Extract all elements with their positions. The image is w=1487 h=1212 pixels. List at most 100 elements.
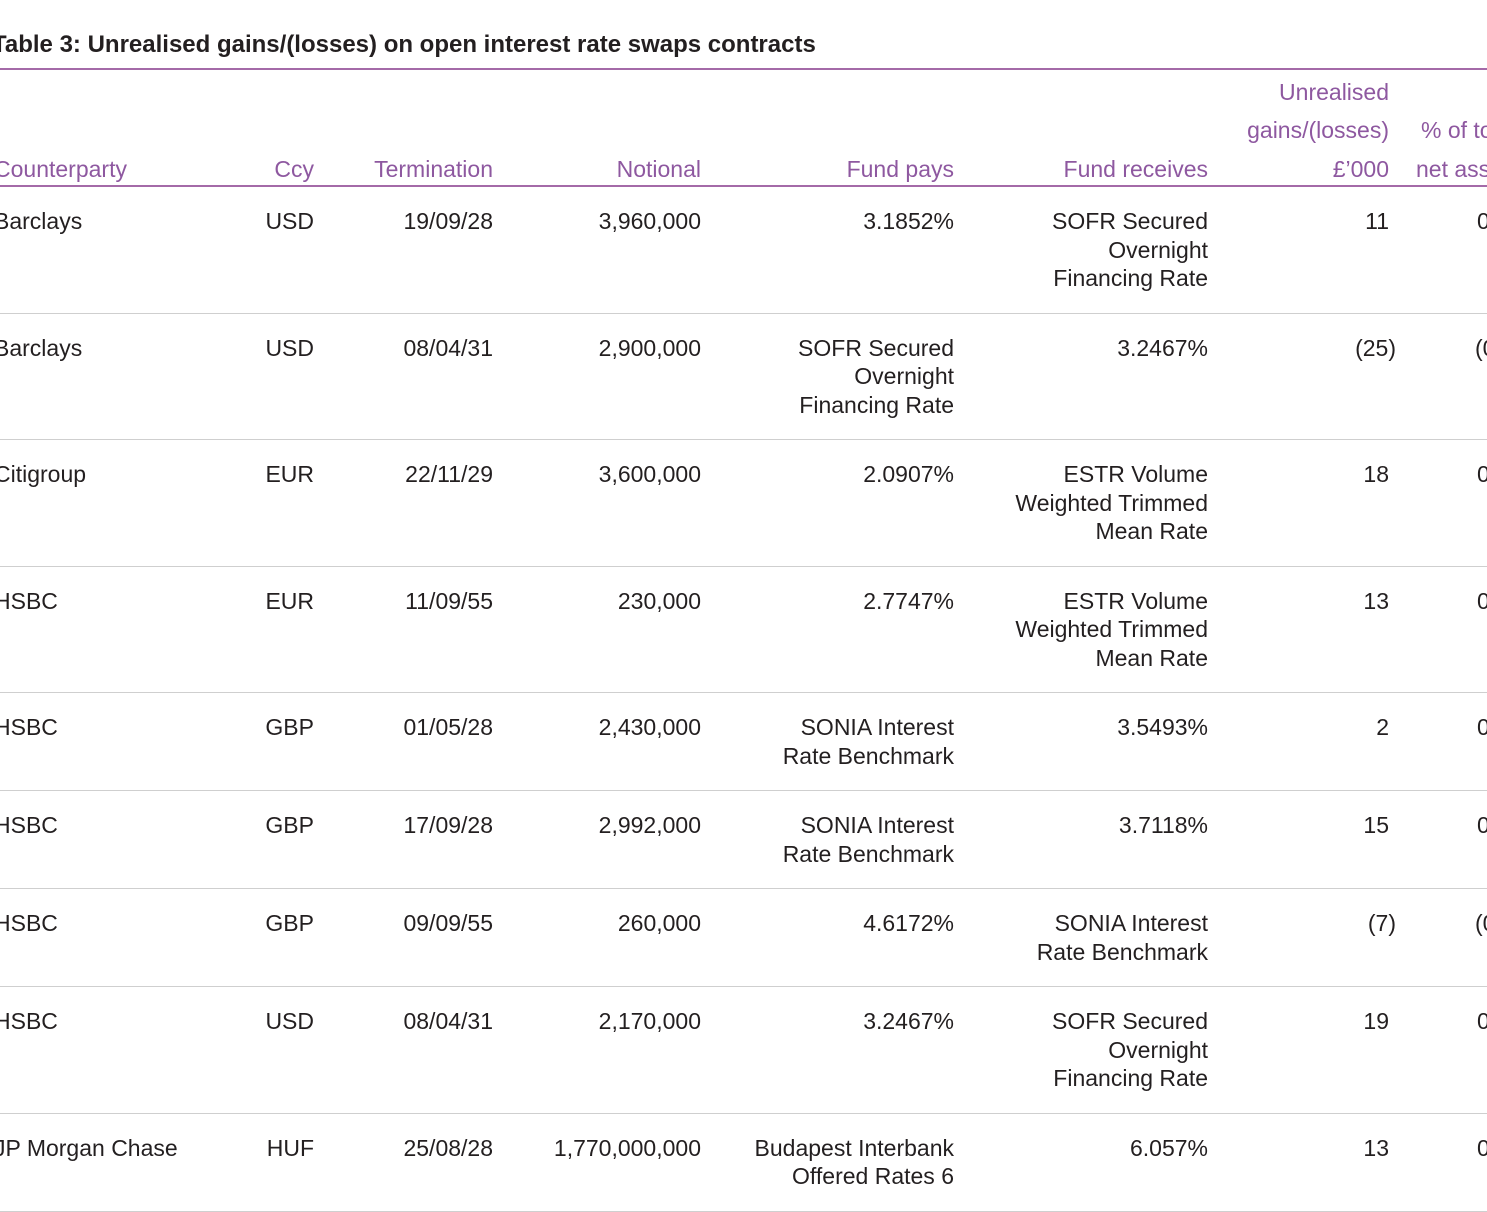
cell-notional: 3,960,000: [598, 208, 701, 234]
cell-unrealised: 2: [1376, 714, 1389, 740]
cell-notional: 3,600,000: [598, 461, 701, 487]
title-rule: [0, 68, 1487, 70]
cell-notional: 2,170,000: [598, 1008, 701, 1034]
table-row: HSBC GBP 01/05/28 2,430,000 SONIA Intere…: [0, 693, 1487, 791]
cell-ccy: USD: [265, 334, 314, 361]
cell-termination: 08/04/31: [403, 334, 493, 361]
cell-counterparty: HSBC: [0, 812, 58, 838]
cell-counterparty: Barclays: [0, 208, 83, 234]
cell-unrealised: (7): [1367, 910, 1396, 936]
cell-fund-pays: 2.7747%: [863, 587, 954, 614]
table-row: HSBC GBP 09/09/55 260,000 4.6172% SONIA …: [0, 889, 1487, 987]
row-divider: [0, 439, 1487, 440]
cell-termination: 01/05/28: [403, 714, 493, 740]
cell-notional: 2,430,000: [598, 714, 701, 740]
table-row: HSBC GBP 17/09/28 2,992,000 SONIA Intere…: [0, 791, 1487, 889]
header-notional: Notional: [616, 156, 701, 182]
header-ccy: Ccy: [274, 156, 314, 182]
cell-termination: 08/04/31: [403, 1008, 493, 1034]
cell-ccy: GBP: [265, 714, 314, 740]
cell-termination: 17/09/28: [403, 812, 493, 838]
cell-pct-net-assets: 0: [1477, 461, 1487, 487]
row-divider: [0, 312, 1487, 314]
cell-counterparty: HSBC: [0, 910, 58, 936]
cell-fund-pays: SONIA Interest Rate Benchmark: [782, 812, 954, 867]
row-divider: [0, 1210, 1487, 1212]
cell-pct-net-assets: 0: [1477, 812, 1487, 838]
cell-termination: 22/11/29: [405, 461, 493, 487]
table-row: Barclays USD 08/04/31 2,900,000 SOFR Sec…: [0, 314, 1487, 440]
cell-termination: 11/09/55: [405, 587, 493, 614]
table-row: Citigroup EUR 22/11/29 3,600,000 2.0907%…: [0, 440, 1487, 567]
cell-notional: 230,000: [617, 587, 701, 614]
cell-pct-net-assets: 0: [1477, 1008, 1487, 1034]
cell-counterparty: HSBC: [0, 587, 58, 614]
cell-fund-receives: 6.057%: [1129, 1134, 1208, 1161]
cell-pct-net-assets: 0: [1477, 714, 1487, 740]
cell-fund-receives: SOFR Secured Overnight Financing Rate: [1052, 1008, 1208, 1091]
header-fund-receives: Fund receives: [1063, 156, 1208, 182]
cell-ccy: GBP: [265, 812, 314, 838]
header-pct-2: net assets: [1416, 156, 1487, 182]
cell-fund-receives: 3.5493%: [1117, 714, 1208, 740]
cell-ccy: EUR: [265, 587, 314, 614]
cell-fund-receives: 3.7118%: [1118, 812, 1208, 838]
cell-fund-pays: 4.6172%: [863, 910, 954, 936]
cell-unrealised: 13: [1363, 587, 1389, 614]
cell-pct-net-assets: 0: [1477, 587, 1487, 614]
table-row: JP Morgan Chase HUF 25/08/28 1,770,000,0…: [0, 1114, 1487, 1212]
cell-fund-receives: ESTR Volume Weighted Trimmed Mean Rate: [1015, 587, 1208, 671]
header-pct-1: % of total: [1421, 117, 1487, 143]
table-row: HSBC EUR 11/09/55 230,000 2.7747% ESTR V…: [0, 567, 1487, 693]
header-unrealised-1: Unrealised: [1279, 79, 1389, 105]
cell-fund-pays: 3.1852%: [863, 208, 954, 234]
cell-unrealised: 11: [1365, 208, 1389, 234]
cell-fund-pays: Budapest Interbank Offered Rates 6: [754, 1134, 954, 1190]
header-unrealised-3: £’000: [1332, 156, 1389, 182]
cell-unrealised: 13: [1363, 1134, 1389, 1161]
cell-notional: 1,770,000,000: [553, 1134, 701, 1161]
cell-pct-net-assets: 0: [1477, 1134, 1487, 1161]
header-termination: Termination: [374, 156, 493, 182]
cell-fund-receives: 3.2467%: [1117, 334, 1208, 361]
cell-ccy: HUF: [266, 1134, 314, 1161]
cell-unrealised: 15: [1363, 812, 1389, 838]
cell-ccy: USD: [265, 208, 314, 234]
cell-fund-pays: SOFR Secured Overnight Financing Rate: [798, 334, 954, 418]
cell-unrealised: 19: [1363, 1008, 1389, 1034]
header-unrealised-2: gains/(losses): [1247, 117, 1389, 143]
cell-ccy: GBP: [265, 910, 314, 936]
cell-fund-pays: 2.0907%: [863, 461, 954, 487]
cell-termination: 25/08/28: [403, 1134, 493, 1161]
header-fund-pays: Fund pays: [846, 156, 954, 182]
cell-counterparty: HSBC: [0, 714, 58, 740]
cell-counterparty: Citigroup: [0, 461, 87, 487]
row-divider: [0, 565, 1487, 567]
cell-fund-receives: SOFR Secured Overnight Financing Rate: [1052, 208, 1208, 291]
cell-ccy: EUR: [265, 461, 314, 487]
table-row: Barclays USD 19/09/28 3,960,000 3.1852% …: [0, 187, 1487, 314]
cell-ccy: USD: [265, 1008, 314, 1034]
cell-counterparty: HSBC: [0, 1008, 58, 1034]
cell-fund-pays: 3.2467%: [863, 1008, 954, 1034]
cell-unrealised: (25): [1355, 334, 1396, 361]
row-divider: [0, 888, 1487, 889]
cell-fund-receives: ESTR Volume Weighted Trimmed Mean Rate: [1015, 461, 1208, 544]
cell-notional: 2,992,000: [598, 812, 701, 838]
row-divider: [0, 790, 1487, 791]
table-row: HSBC USD 08/04/31 2,170,000 3.2467% SOFR…: [0, 987, 1487, 1114]
cell-termination: 19/09/28: [403, 208, 493, 234]
cell-pct-net-assets: (0: [1475, 910, 1487, 936]
cell-counterparty: Barclays: [0, 334, 83, 361]
header-rule: [0, 185, 1487, 187]
cell-fund-receives: SONIA Interest Rate Benchmark: [1036, 910, 1208, 965]
table-title: Table 3: Unrealised gains/(losses) on op…: [0, 31, 816, 58]
cell-pct-net-assets: (0: [1475, 334, 1487, 361]
cell-pct-net-assets: 0: [1477, 208, 1487, 234]
cell-notional: 260,000: [617, 910, 701, 936]
cell-notional: 2,900,000: [598, 334, 701, 361]
header-counterparty: Counterparty: [0, 156, 127, 182]
row-divider: [0, 692, 1487, 693]
cell-counterparty: JP Morgan Chase: [0, 1134, 178, 1161]
cell-fund-pays: SONIA Interest Rate Benchmark: [782, 714, 954, 769]
